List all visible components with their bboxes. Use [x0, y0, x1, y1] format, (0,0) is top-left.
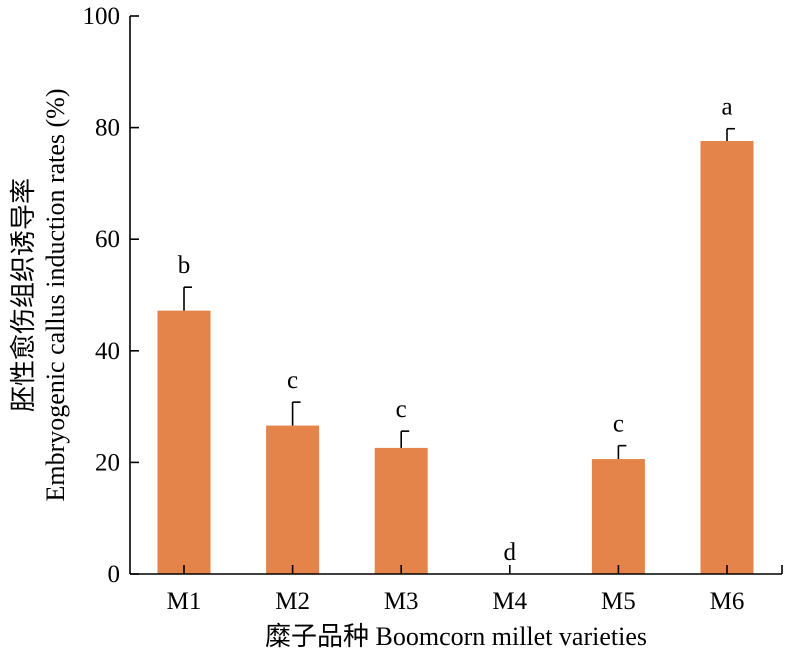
bar-m2	[266, 425, 320, 574]
bar-m6	[700, 140, 754, 574]
error-bar-m6	[726, 127, 735, 141]
significance-letter-m1: b	[178, 252, 191, 279]
x-tick-label-m3: M3	[384, 588, 419, 615]
error-bar-m3	[400, 430, 410, 448]
y-tick-label: 0	[108, 561, 121, 588]
error-bar-m5	[617, 444, 627, 460]
significance-letter-m2: c	[287, 367, 298, 394]
y-tick-label: 20	[95, 449, 120, 476]
error-bar-m1	[183, 286, 192, 311]
x-tick-label-m5: M5	[601, 588, 636, 615]
y-tick-label: 40	[95, 338, 120, 365]
y-tick-label: 60	[95, 226, 120, 253]
bar-m5	[591, 459, 645, 574]
x-tick-label-m4: M4	[492, 588, 527, 615]
significance-letter-m6: a	[721, 94, 732, 121]
significance-letter-m5: c	[613, 411, 624, 438]
significance-letter-m3: c	[396, 396, 407, 423]
error-bar-m2	[291, 401, 301, 426]
y-axis-label-cn: 胚性愈伤组织诱导率	[9, 178, 38, 412]
y-axis-label-en: Embryogenic callus induction rates (%)	[41, 89, 70, 502]
x-axis-label: 糜子品种 Boomcorn millet varieties	[265, 622, 647, 651]
y-tick-label: 100	[83, 3, 121, 30]
error-bars	[183, 127, 735, 460]
x-tick-label-m1: M1	[167, 588, 202, 615]
bar-m3	[374, 447, 428, 574]
y-axis-ticks: 0 20 40 60 80 100	[83, 3, 139, 588]
bars	[157, 140, 754, 574]
x-tick-label-m6: M6	[710, 588, 745, 615]
y-tick-label: 80	[95, 115, 120, 142]
bar-m1	[157, 310, 211, 574]
significance-letter-m4: d	[504, 539, 517, 566]
x-tick-label-m2: M2	[275, 588, 310, 615]
x-axis-ticks: M1 M2 M3 M4 M5 M6	[167, 565, 783, 615]
significance-letters: b c c d c a	[178, 94, 733, 566]
